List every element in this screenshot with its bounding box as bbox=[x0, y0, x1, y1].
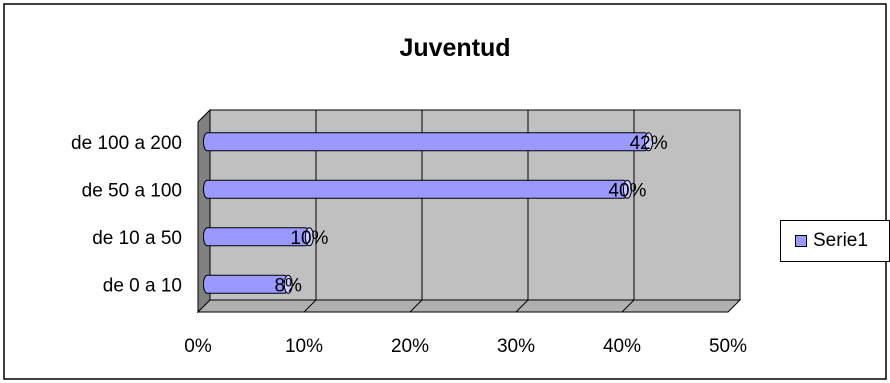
bar bbox=[202, 227, 314, 247]
x-tick-label: 40% bbox=[603, 336, 641, 357]
data-label: 8% bbox=[274, 275, 302, 296]
bar-end-cap bbox=[283, 274, 293, 294]
data-label: 42% bbox=[630, 133, 668, 154]
x-tick-label: 50% bbox=[709, 336, 747, 357]
data-labels: 8% 10% 40% 42% bbox=[274, 133, 667, 297]
bar-body bbox=[202, 179, 628, 199]
gridline-floor bbox=[515, 299, 529, 313]
legend-swatch-serie1 bbox=[795, 235, 807, 247]
bars bbox=[202, 132, 654, 294]
bar bbox=[202, 274, 293, 294]
x-tick-label: 30% bbox=[497, 336, 535, 357]
data-label: 10% bbox=[290, 228, 328, 249]
x-tick-label: 10% bbox=[285, 336, 323, 357]
category-label: de 10 a 50 bbox=[92, 228, 182, 249]
category-label: de 100 a 200 bbox=[71, 133, 182, 154]
x-tick-label: 20% bbox=[391, 336, 429, 357]
bar-end-cap bbox=[622, 179, 632, 199]
plot-floor bbox=[196, 299, 742, 313]
category-labels: de 0 a 10 de 10 a 50 de 50 a 100 de 100 a 2… bbox=[71, 133, 182, 297]
legend: Serie1 bbox=[780, 220, 890, 262]
bar bbox=[202, 179, 632, 199]
category-label: de 50 a 100 bbox=[82, 180, 182, 201]
legend-label-serie1: Serie1 bbox=[813, 230, 868, 251]
category-label: de 0 a 10 bbox=[103, 275, 182, 296]
bar-end-cap bbox=[304, 227, 314, 247]
gridline-floor bbox=[621, 299, 635, 313]
bar-body bbox=[202, 132, 650, 152]
chart-title: Juventud bbox=[399, 34, 510, 62]
gridline-floor bbox=[303, 299, 317, 313]
data-label: 40% bbox=[608, 180, 646, 201]
x-tick-label: 0% bbox=[184, 336, 212, 357]
bar bbox=[202, 132, 654, 152]
gridline-floor bbox=[409, 299, 423, 313]
bar-end-cap bbox=[644, 132, 654, 152]
x-tick-labels: 0% 10% 20% 30% 40% 50% bbox=[184, 336, 747, 357]
